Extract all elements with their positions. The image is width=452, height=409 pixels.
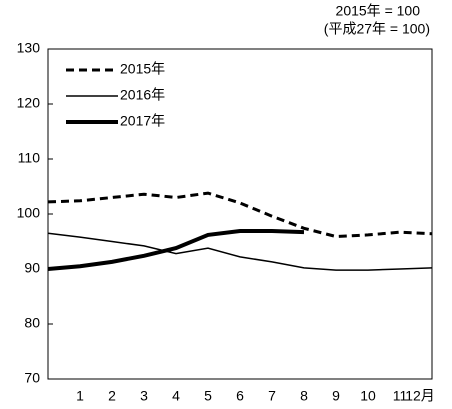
legend-label: 2017年 [120,113,165,129]
y-tick-label: 130 [17,40,41,56]
x-tick-label: 2 [108,388,116,404]
x-tick-label: 7 [268,388,276,404]
y-tick-label: 70 [24,370,40,386]
legend-label: 2016年 [120,87,165,103]
x-tick-label: 5 [204,388,212,404]
plot-frame [47,48,433,380]
x-tick-label: 9 [332,388,340,404]
x-tick-label: 12月 [405,388,435,404]
y-tick-label: 120 [17,95,41,111]
x-tick-label: 4 [172,388,180,404]
y-tick-label: 110 [18,150,41,166]
x-tick-label: 11 [393,388,408,404]
y-tick-label: 90 [24,260,40,276]
y-tick-label: 100 [17,205,41,221]
x-tick-label: 10 [360,388,376,404]
legend-label: 2015年 [120,61,165,77]
annotation: (平成27年 = 100) [324,21,430,37]
x-tick-label: 1 [76,388,84,404]
annotation: 2015年 = 100 [336,3,421,19]
x-tick-label: 6 [236,388,244,404]
x-tick-label: 3 [140,388,148,404]
x-tick-label: 8 [300,388,308,404]
series-line [47,232,433,271]
series-line [47,229,305,271]
series-line [47,191,433,239]
y-tick-label: 80 [24,315,40,331]
